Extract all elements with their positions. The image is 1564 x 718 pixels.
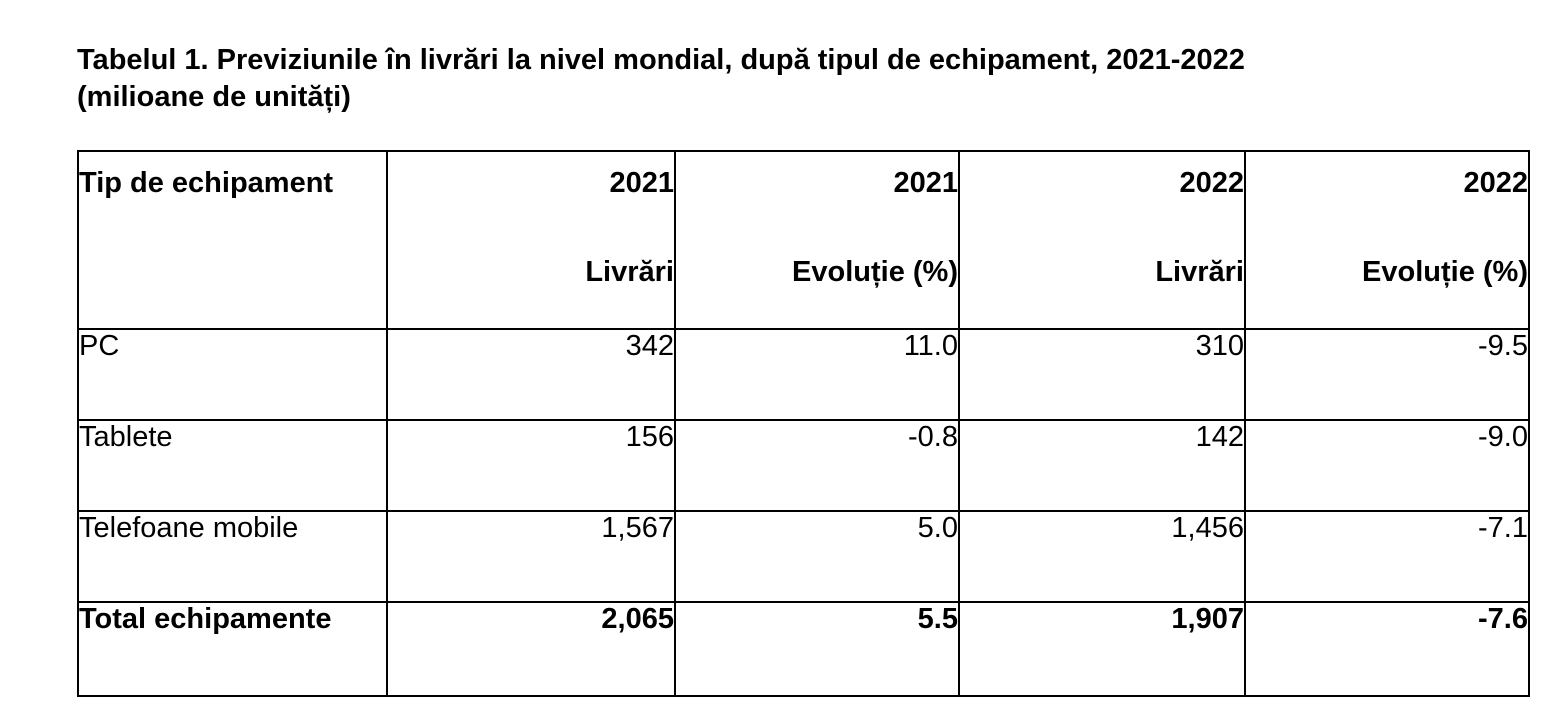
table-header: Tip de echipament 2021 Livrări 2021 Evol…	[77, 150, 1530, 330]
cell-2022-growth: -7.1	[1244, 510, 1530, 603]
cell-2022-shipments: 1,907	[958, 601, 1246, 697]
table-row-pc: PC 342 11.0 310 -9.5	[77, 328, 1530, 421]
table-caption-line2: (milioane de unități)	[77, 81, 351, 113]
cell-2022-growth: -9.5	[1244, 328, 1530, 421]
header-row: Tip de echipament 2021 Livrări 2021 Evol…	[77, 150, 1530, 330]
cell-2021-growth: 5.5	[674, 601, 960, 697]
table-caption-line1: Tabelul 1. Previziunile în livrări la ni…	[77, 44, 1245, 76]
cell-2022-shipments: 1,456	[958, 510, 1246, 603]
cell-2021-shipments: 1,567	[386, 510, 676, 603]
header-year: 2022	[1179, 167, 1244, 199]
header-metric: Livrări	[1155, 256, 1244, 288]
header-2021-growth: 2021 Evoluție (%)	[674, 150, 960, 330]
header-year: 2021	[893, 167, 958, 199]
cell-2021-shipments: 156	[386, 419, 676, 512]
header-year: 2021	[609, 167, 674, 199]
cell-2022-growth: -9.0	[1244, 419, 1530, 512]
row-label: Telefoane mobile	[77, 510, 388, 603]
header-2022-growth: 2022 Evoluție (%)	[1244, 150, 1530, 330]
table-row-total: Total echipamente 2,065 5.5 1,907 -7.6	[77, 601, 1530, 697]
cell-2021-growth: 11.0	[674, 328, 960, 421]
cell-2022-shipments: 310	[958, 328, 1246, 421]
cell-2022-growth: -7.6	[1244, 601, 1530, 697]
row-label: Tablete	[77, 419, 388, 512]
header-2021-shipments: 2021 Livrări	[386, 150, 676, 330]
equipment-forecast-table: Tip de echipament 2021 Livrări 2021 Evol…	[77, 150, 1530, 697]
header-metric: Livrări	[585, 256, 674, 288]
header-year: 2022	[1463, 167, 1528, 199]
header-2022-shipments: 2022 Livrări	[958, 150, 1246, 330]
table-row-mobile-phones: Telefoane mobile 1,567 5.0 1,456 -7.1	[77, 510, 1530, 603]
cell-2021-shipments: 342	[386, 328, 676, 421]
cell-2021-growth: 5.0	[674, 510, 960, 603]
cell-2022-shipments: 142	[958, 419, 1246, 512]
header-metric: Evoluție (%)	[1362, 256, 1528, 288]
table-body: PC 342 11.0 310 -9.5 Tablete 156 -0.8 14…	[77, 328, 1530, 697]
header-equipment-type-label: Tip de echipament	[79, 167, 334, 199]
cell-2021-growth: -0.8	[674, 419, 960, 512]
table-row-tablets: Tablete 156 -0.8 142 -9.0	[77, 419, 1530, 512]
table-caption: Tabelul 1. Previziunile în livrări la ni…	[77, 42, 1497, 116]
header-equipment-type: Tip de echipament	[77, 150, 388, 330]
header-metric: Evoluție (%)	[792, 256, 958, 288]
row-label: PC	[77, 328, 388, 421]
row-label: Total echipamente	[77, 601, 388, 697]
cell-2021-shipments: 2,065	[386, 601, 676, 697]
